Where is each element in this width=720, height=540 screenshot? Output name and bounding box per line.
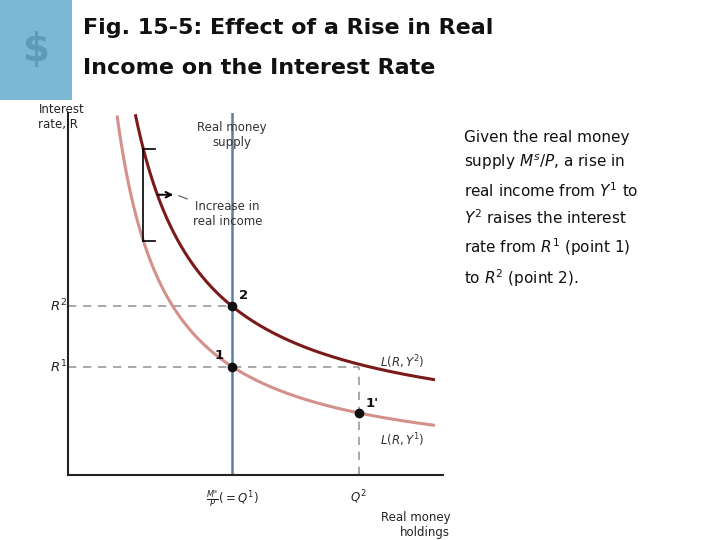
Text: $\frac{M^s}{P}(= Q^1)$: $\frac{M^s}{P}(= Q^1)$ [206,489,258,510]
Text: $L(R, Y^2)$: $L(R, Y^2)$ [379,353,424,370]
Text: 15-16: 15-16 [679,522,709,532]
Text: Given the real money
supply $M^s/P$, a rise in
real income from $Y^1$ to
$Y^2$ r: Given the real money supply $M^s/P$, a r… [464,130,639,289]
Text: $Q^2$: $Q^2$ [351,489,366,506]
Text: Copyright ©2015 Pearson Education, Inc. All rights reserved.: Copyright ©2015 Pearson Education, Inc. … [11,522,330,532]
Text: $R^1$: $R^1$ [50,359,68,375]
Text: Interest
rate, R: Interest rate, R [38,103,84,131]
Text: Real money
supply: Real money supply [197,120,267,148]
FancyBboxPatch shape [0,0,72,100]
Text: 1: 1 [215,349,224,362]
Text: 1': 1' [366,397,379,410]
Text: Increase in
real income: Increase in real income [179,195,262,228]
Text: 2: 2 [239,288,248,301]
Text: Fig. 15-5: Effect of a Rise in Real: Fig. 15-5: Effect of a Rise in Real [83,18,493,38]
Text: Real money
holdings: Real money holdings [381,511,450,539]
Text: $: $ [22,31,50,69]
Text: $R^2$: $R^2$ [50,298,68,315]
Text: Income on the Interest Rate: Income on the Interest Rate [83,58,435,78]
Text: $L(R, Y^1)$: $L(R, Y^1)$ [379,431,424,449]
